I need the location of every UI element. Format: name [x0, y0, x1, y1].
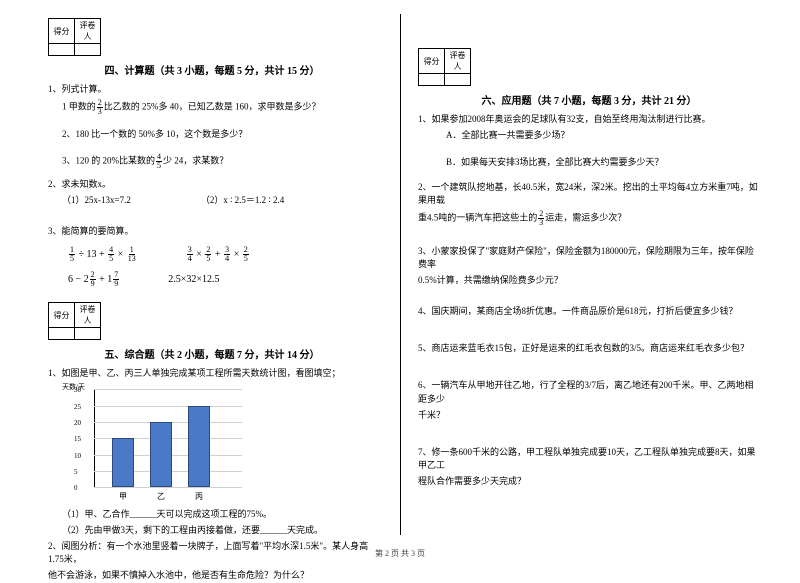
q6-2a: 2、一个建筑队挖地基，长40.5米，宽24米，深2米。挖出的土平均每4立方米重7…	[418, 181, 760, 207]
chart-bar	[112, 438, 134, 487]
section-5-title: 五、综合题（共 2 小题，每题 7 分，共计 14 分）	[48, 346, 376, 361]
q6-1b: B．如果每天安排3场比赛，全部比赛大约需要多少天？	[418, 156, 760, 169]
q6-6a: 6、一辆汽车从甲地开往乙地，行了全程的3/7后，离乙地还有200千米。甲、乙两地…	[418, 379, 760, 405]
q5-2b: 他不会游泳，如果不慎掉入水池中，他是否有生命危险？为什么？	[48, 569, 376, 582]
score-box-sec5: 得分 评卷人	[48, 302, 376, 340]
q5-1-sub2: （2）先由甲做3天，剩下的工程由丙接着做，还要______天完成。	[48, 524, 376, 537]
q6-1: 1、如果参加2008年奥运会的足球队有32支，自始至终用淘汰制进行比赛。	[418, 113, 760, 126]
q5-1: 1、如图是甲、乙、丙三人单独完成某项工程所需天数统计图，看图填空；	[48, 367, 376, 380]
math-row-2: 6 − 229 + 179 2.5×32×12.5	[48, 271, 376, 288]
grader-header: 评卷人	[75, 19, 101, 44]
math-row-1: 15 ÷ 13 + 45 × 113 34 × 25 + 34 × 25	[48, 246, 376, 263]
q4-1b: 2、180 比一个数的 50%多 10，这个数是多少？	[48, 128, 376, 141]
q4-1: 1、列式计算。	[48, 83, 376, 96]
q6-7a: 7、修一条600千米的公路，甲工程队单独完成要10天，乙工程队单独完成要8天，如…	[418, 446, 760, 472]
section-6-title: 六、应用题（共 7 小题，每题 3 分，共计 21 分）	[418, 92, 760, 107]
chart-bar	[188, 406, 210, 488]
score-box-sec4: 得分 评卷人	[48, 18, 376, 56]
bar-chart: 天数/天 051015202530甲乙丙	[68, 384, 248, 504]
section-4-title: 四、计算题（共 3 小题，每题 5 分，共计 15 分）	[48, 62, 376, 77]
q6-1a: A．全部比赛一共需要多少场？	[418, 129, 760, 142]
q6-3b: 0.5%计算，共需缴纳保险费多少元？	[418, 274, 760, 287]
page-footer: 第 2 页 共 3 页	[0, 548, 800, 559]
q6-7b: 程队合作需要多少天完成？	[418, 475, 760, 488]
q6-4: 4、国庆期间，某商店全场8折优惠。一件商品原价是618元，打折后便宜多少钱？	[418, 305, 760, 318]
q4-3: 3、能简算的要简算。	[48, 225, 376, 238]
score-box-sec6: 得分 评卷人	[418, 48, 760, 86]
left-column: 得分 评卷人 四、计算题（共 3 小题，每题 5 分，共计 15 分） 1、列式…	[0, 0, 400, 565]
right-column: 得分 评卷人 六、应用题（共 7 小题，每题 3 分，共计 21 分） 1、如果…	[400, 0, 800, 565]
q5-1-sub1: （1）甲、乙合作______天可以完成这项工程的75%。	[48, 508, 376, 521]
chart-bar	[150, 422, 172, 487]
q4-2-sub: （1）25x-13x=7.2 （2）x ∶ 2.5＝1.2 ∶ 2.4	[48, 194, 376, 207]
q4-1a: 1 甲数的23比乙数的 25%多 40，已知乙数是 160，求甲数是多少？	[48, 99, 376, 116]
q6-6b: 千米？	[418, 409, 760, 422]
q4-1c: 3、120 的 20%比某数的45少 24，求某数？	[48, 153, 376, 170]
q6-2b: 重4.5吨的一辆汽车把这些土的23运走，需运多少次？	[418, 210, 760, 227]
q6-5: 5、商店运来蓝毛衣15包，正好是运来的红毛衣包数的3/5。商店运来红毛衣多少包？	[418, 342, 760, 355]
score-header: 得分	[49, 19, 75, 44]
q6-3a: 3、小蒙家投保了"家庭财产保险"，保险金额为180000元，保险期限为三年，按年…	[418, 245, 760, 271]
q4-2: 2、求未知数x。	[48, 178, 376, 191]
